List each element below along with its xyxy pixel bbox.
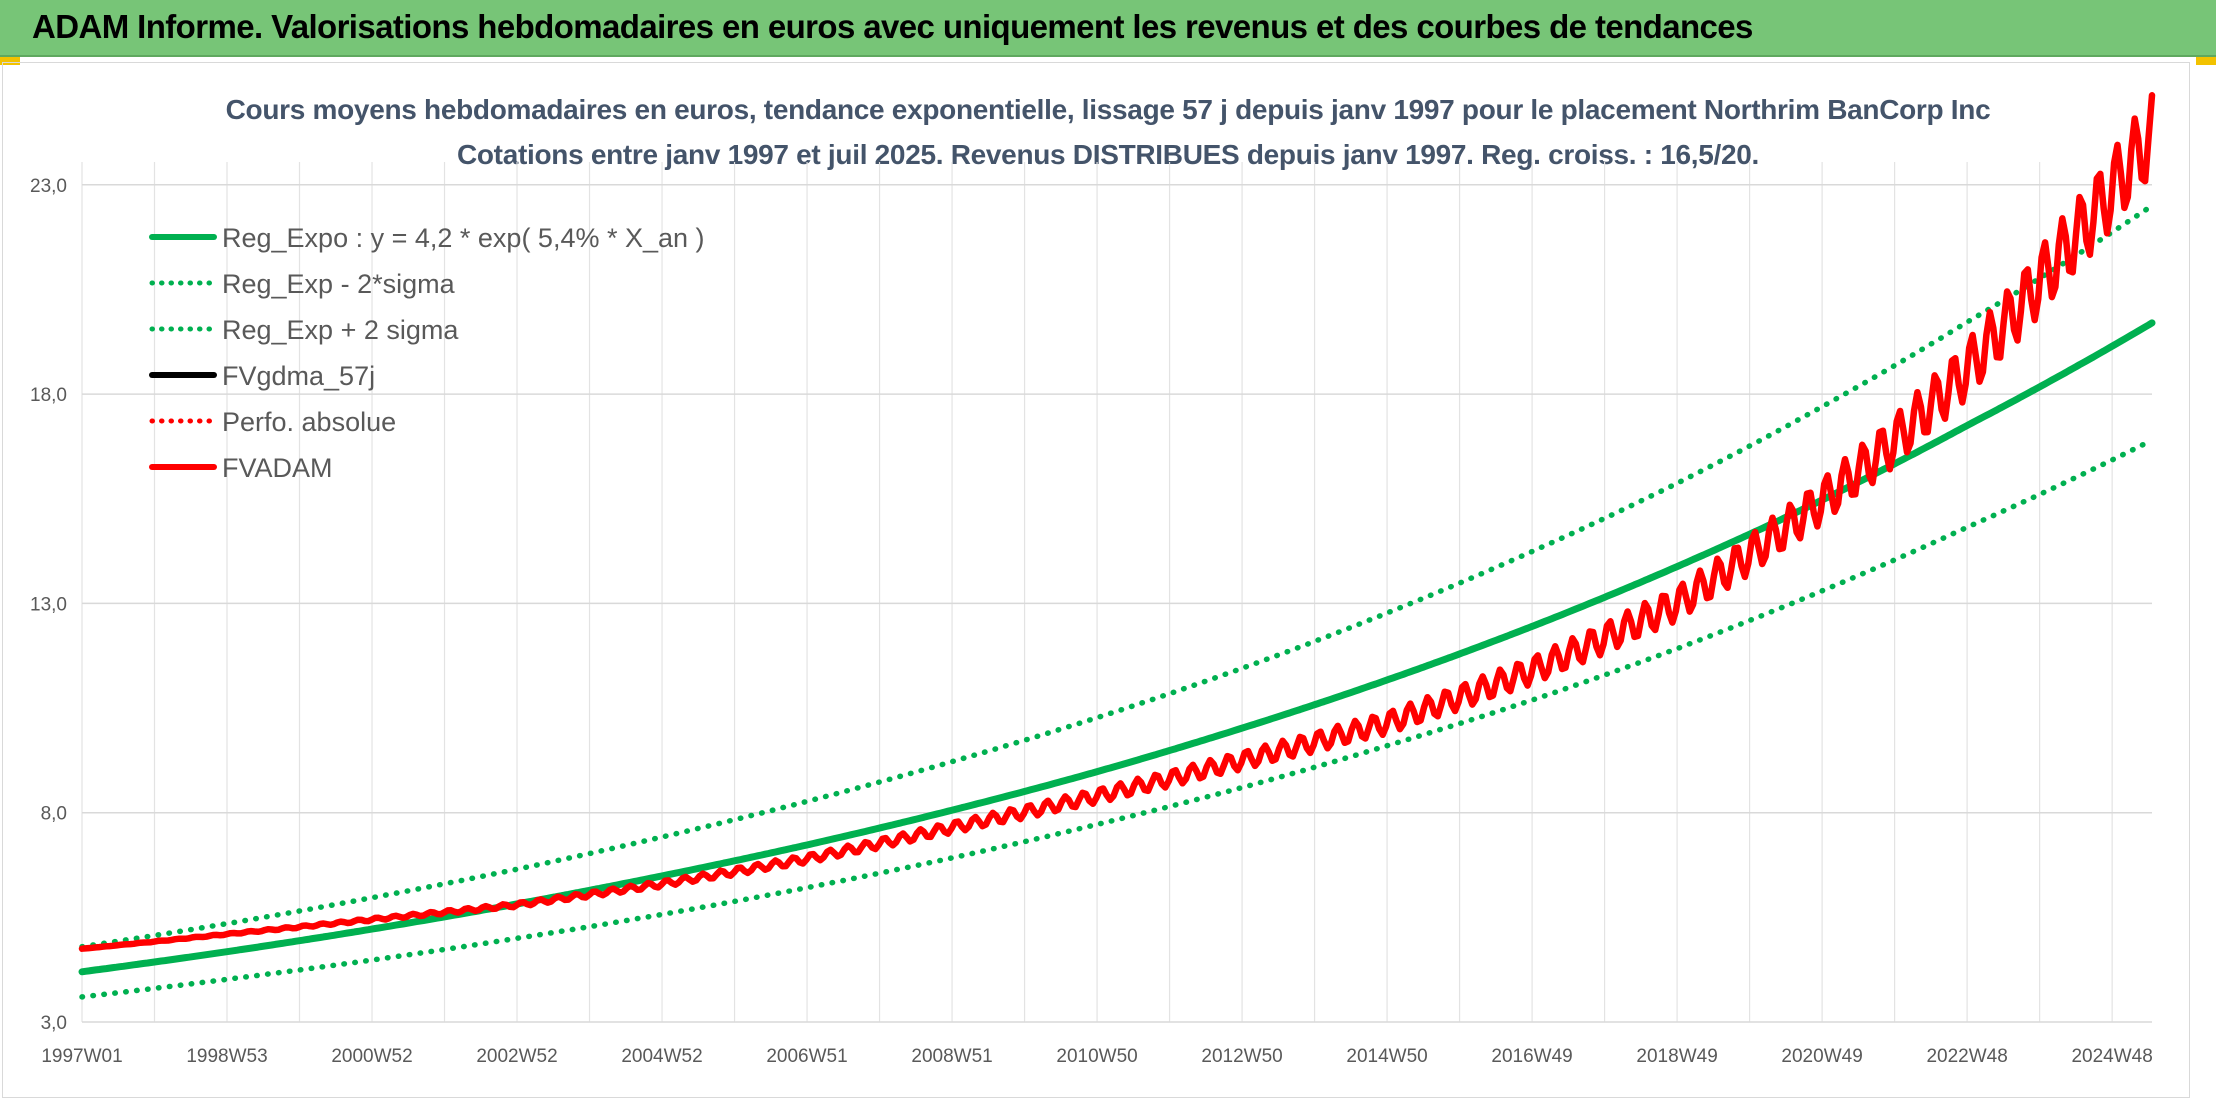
series-line-2 [79,202,2155,950]
legend-label: Reg_Exp - 2*sigma [222,269,456,299]
x-tick-label: 2014W50 [1346,1046,1427,1067]
y-tick-label: 3,0 [41,1013,67,1034]
y-tick-label: 23,0 [30,176,67,197]
x-tick-label: 2012W50 [1201,1046,1282,1067]
legend-label: FVADAM [222,453,333,483]
x-tick-label: 2002W52 [476,1046,557,1067]
chart-subtitle: Cotations entre janv 1997 et juil 2025. … [456,139,1760,170]
x-tick-label: 1998W53 [186,1046,267,1067]
x-tick-label: 2004W52 [621,1046,702,1067]
x-tick-label: 2024W48 [2071,1046,2152,1067]
x-tick-label: 2020W49 [1781,1046,1862,1067]
corner-mark-left [0,57,20,65]
report-title: ADAM Informe. Valorisations hebdomadaire… [32,8,1753,45]
x-tick-label: 2008W51 [911,1046,992,1067]
legend-label: Reg_Exp + 2 sigma [222,315,459,345]
x-tick-label: 2022W48 [1926,1046,2007,1067]
x-tick-label: 2018W49 [1636,1046,1717,1067]
legend-label: Reg_Expo : y = 4,2 * exp( 5,4% * X_an ) [222,223,705,253]
chart-title: Cours moyens hebdomadaires en euros, ten… [225,94,1991,125]
y-tick-label: 8,0 [41,804,67,825]
x-tick-label: 2006W51 [766,1046,847,1067]
y-tick-label: 18,0 [30,385,67,406]
y-tick-label: 13,0 [30,594,67,615]
x-tick-label: 2000W52 [331,1046,412,1067]
chart-frame [2,62,2190,1098]
corner-mark-right [2196,57,2216,65]
report-header: ADAM Informe. Valorisations hebdomadaire… [0,0,2216,57]
x-tick-label: 1997W01 [41,1046,122,1067]
legend-label: Perfo. absolue [222,407,396,437]
x-tick-label: 2016W49 [1491,1046,1572,1067]
series-line-5 [78,92,2156,952]
x-tick-label: 2010W50 [1056,1046,1137,1067]
legend-label: FVgdma_57j [222,361,375,391]
